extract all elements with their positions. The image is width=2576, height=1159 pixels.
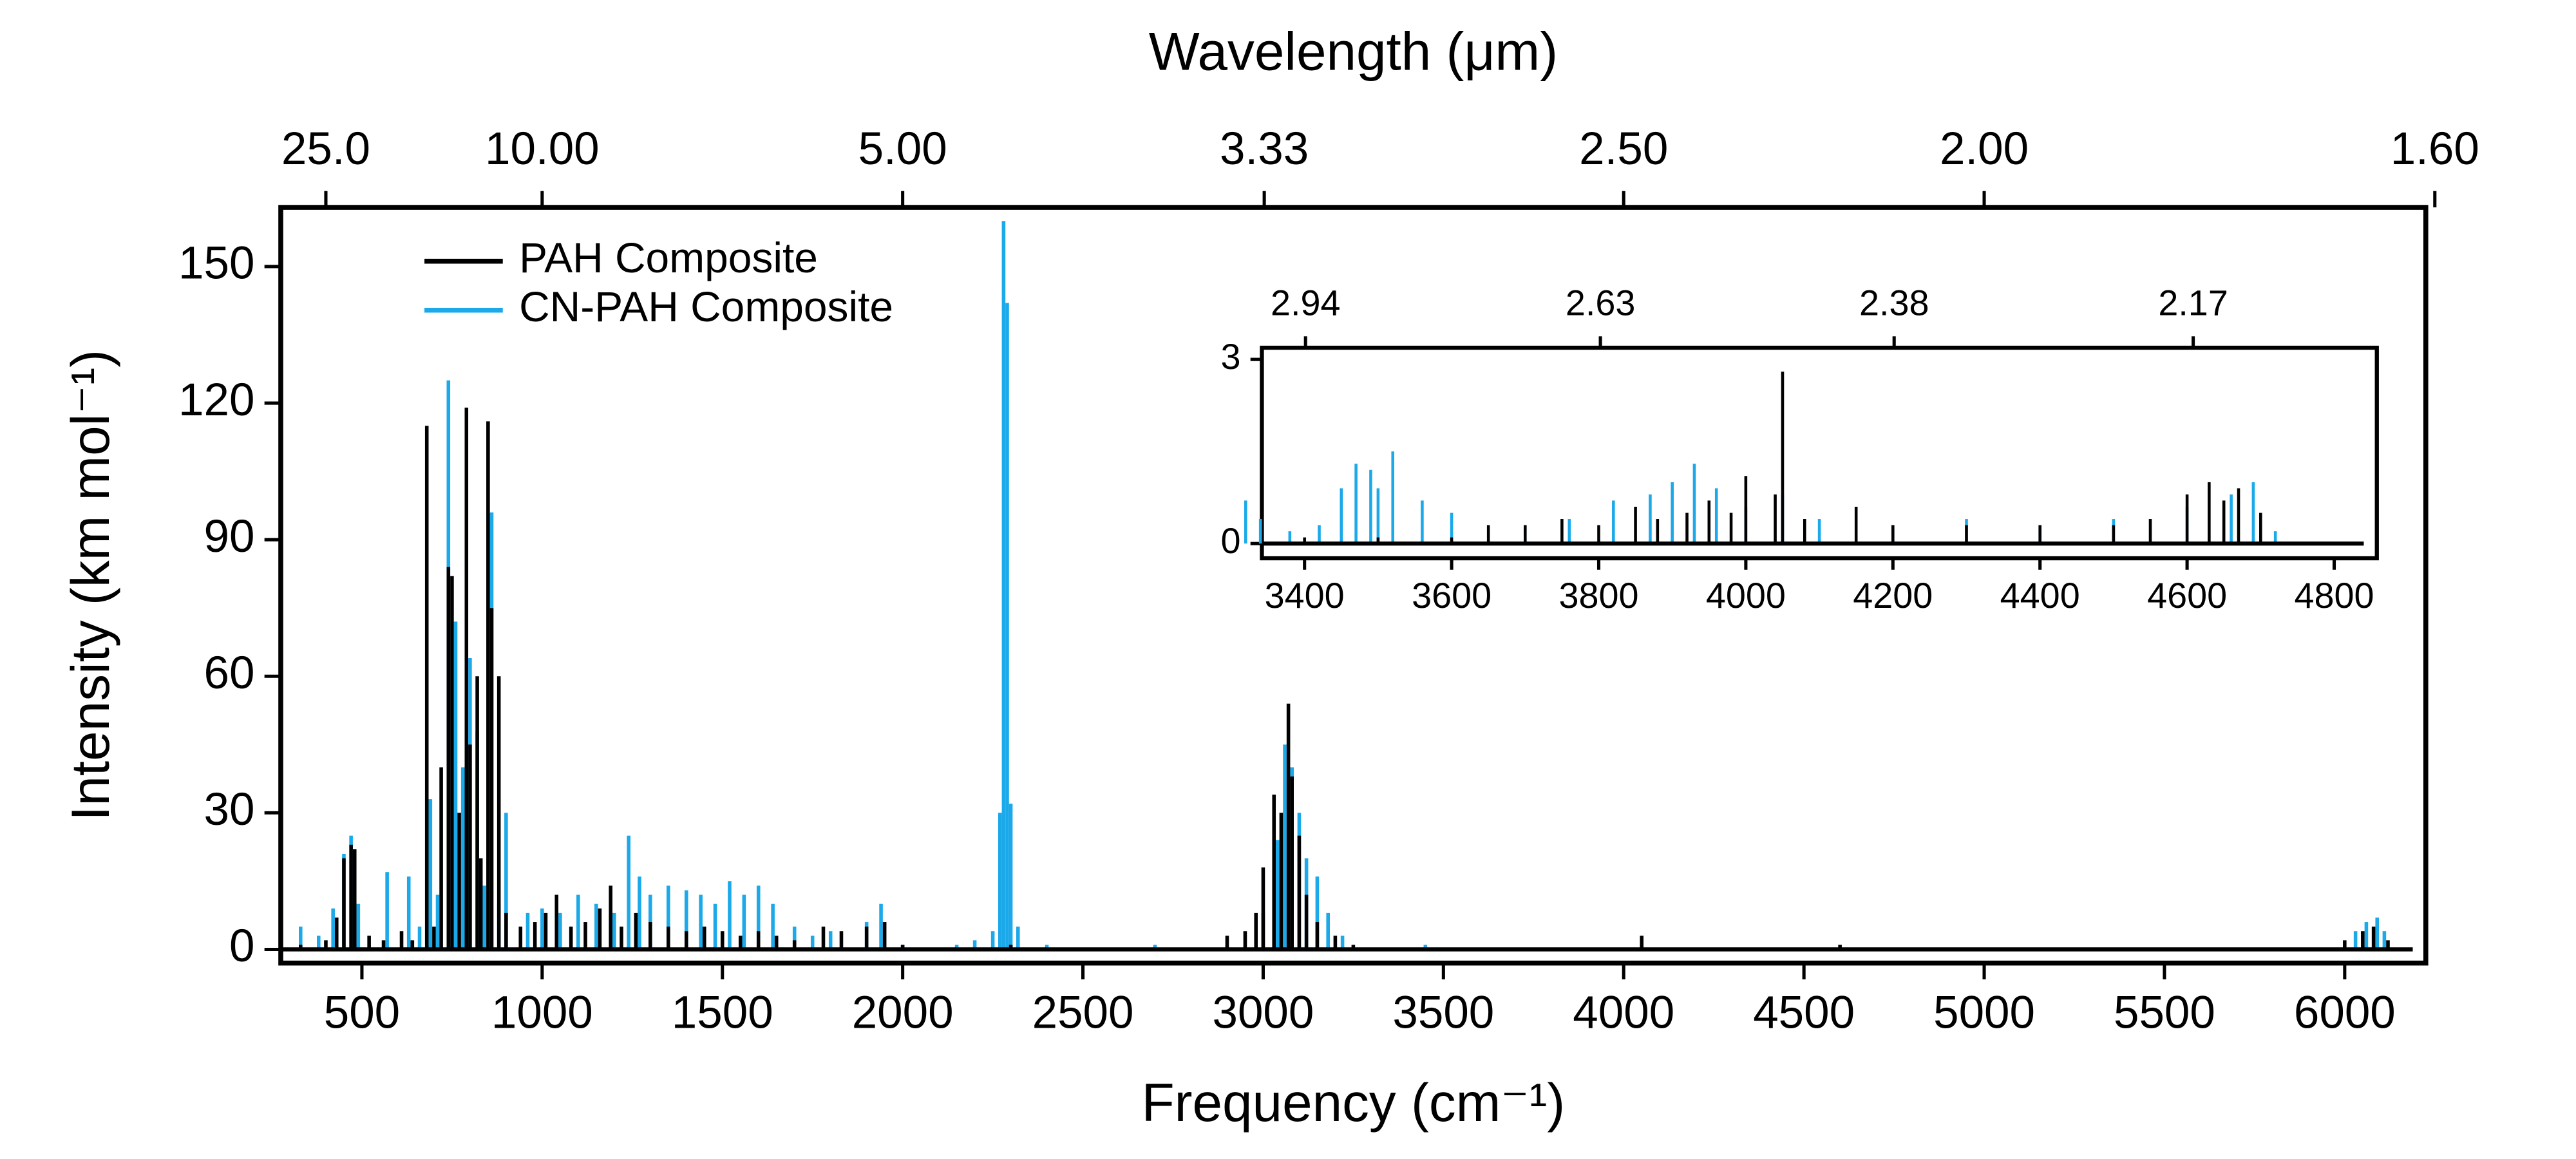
x-tick-label: 500	[324, 988, 400, 1039]
x2-tick-label: 2.38	[1859, 283, 1929, 323]
y-axis-label: Intensity (km mol⁻¹)	[60, 350, 120, 821]
x-tick-label: 4000	[1706, 576, 1786, 616]
x2-tick-label: 2.50	[1579, 124, 1668, 174]
y-tick-label: 60	[204, 648, 254, 699]
x-tick-label: 2500	[1032, 988, 1134, 1039]
x2-tick-label: 25.0	[281, 124, 370, 174]
x2-tick-label: 3.33	[1220, 124, 1309, 174]
y-tick-label: 3	[1220, 337, 1240, 377]
legend-label: PAH Composite	[519, 234, 818, 281]
x-tick-label: 1000	[491, 988, 593, 1039]
y-tick-label: 90	[204, 511, 254, 562]
y-tick-label: 0	[1220, 521, 1240, 561]
y-tick-label: 120	[178, 375, 254, 426]
x-tick-label: 5500	[2114, 988, 2215, 1039]
x2-tick-label: 2.63	[1566, 283, 1636, 323]
x-axis-label: Frequency (cm⁻¹)	[1142, 1072, 1566, 1133]
x2-tick-label: 2.17	[2158, 283, 2228, 323]
y-tick-label: 0	[229, 921, 254, 972]
x-tick-label: 5000	[1933, 988, 2035, 1039]
x-tick-label: 2000	[852, 988, 954, 1039]
x2-tick-label: 2.00	[1940, 124, 2029, 174]
x-tick-label: 4400	[2000, 576, 2080, 616]
x2-tick-label: 10.00	[485, 124, 600, 174]
x-tick-label: 6000	[2294, 988, 2396, 1039]
plot-frame	[278, 205, 2429, 966]
x-tick-label: 4200	[1853, 576, 1933, 616]
x-tick-label: 4800	[2294, 576, 2374, 616]
x2-tick-label: 1.60	[2391, 124, 2479, 174]
x2-tick-label: 5.00	[858, 124, 947, 174]
x-tick-label: 3600	[1412, 576, 1492, 616]
legend-label: CN-PAH Composite	[519, 283, 893, 330]
x-tick-label: 4000	[1573, 988, 1674, 1039]
x-tick-label: 3800	[1558, 576, 1638, 616]
y-tick-label: 150	[178, 238, 254, 289]
x-tick-label: 1500	[672, 988, 773, 1039]
x-tick-label: 4600	[2147, 576, 2227, 616]
x-tick-label: 3400	[1265, 576, 1345, 616]
x-tick-label: 3500	[1392, 988, 1494, 1039]
x-tick-label: 4500	[1753, 988, 1855, 1039]
x2-tick-label: 2.94	[1271, 283, 1341, 323]
x-tick-label: 3000	[1212, 988, 1314, 1039]
y-tick-label: 30	[204, 784, 254, 835]
x2-axis-label: Wavelength (μm)	[1149, 21, 1558, 81]
